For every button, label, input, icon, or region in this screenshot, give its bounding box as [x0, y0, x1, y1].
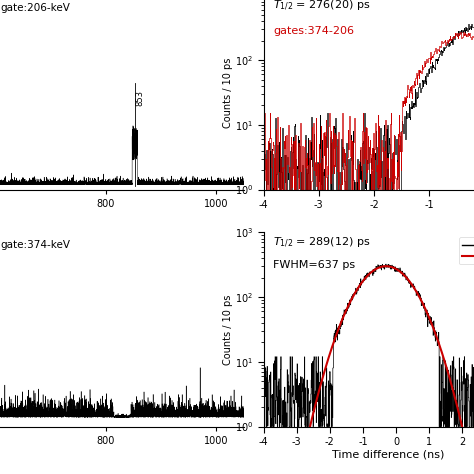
Text: $T_{1/2}$ = 276(20) ps: $T_{1/2}$ = 276(20) ps — [273, 0, 371, 13]
Text: 853: 853 — [135, 90, 144, 106]
Y-axis label: Counts / 10 ps: Counts / 10 ps — [223, 294, 233, 365]
Text: gates:374-206: gates:374-206 — [273, 27, 355, 36]
Legend: Data, Fit: Data, Fit — [459, 237, 474, 264]
Text: gate:206-keV: gate:206-keV — [0, 3, 70, 13]
X-axis label: Time difference (ns): Time difference (ns) — [331, 450, 444, 460]
Text: FWHM=637 ps: FWHM=637 ps — [273, 259, 356, 270]
Y-axis label: Counts / 10 ps: Counts / 10 ps — [223, 57, 233, 128]
Text: gate:374-keV: gate:374-keV — [0, 240, 70, 250]
Text: $T_{1/2}$ = 289(12) ps: $T_{1/2}$ = 289(12) ps — [273, 236, 371, 250]
